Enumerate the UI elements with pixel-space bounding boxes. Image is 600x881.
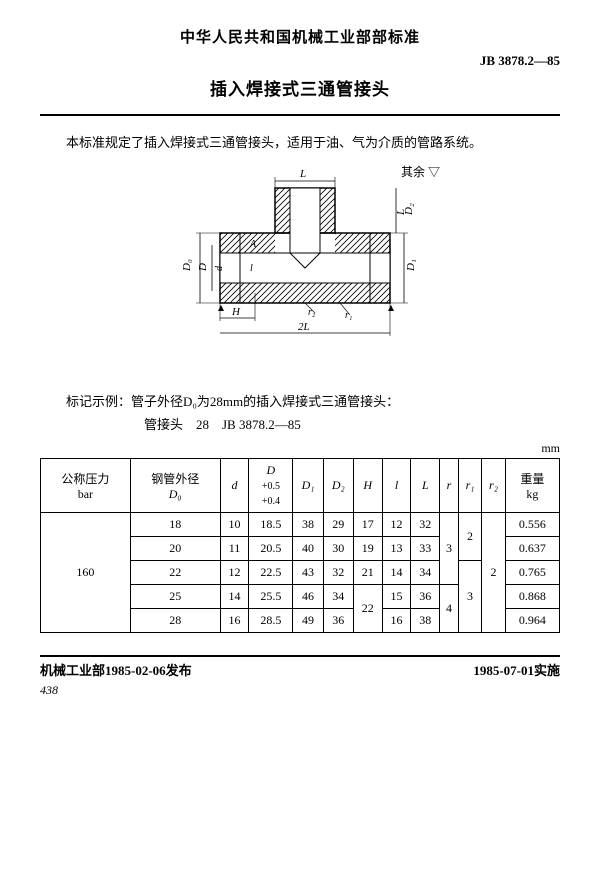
- cell-r1: 2: [458, 513, 481, 561]
- cell-d: 12: [220, 561, 249, 585]
- col-d0: 钢管外径D₀: [130, 459, 220, 513]
- col-l: l: [382, 459, 411, 513]
- org-title: 中华人民共和国机械工业部部标准: [40, 26, 560, 47]
- separator-bottom: [40, 655, 560, 657]
- dim-L: L: [299, 168, 306, 180]
- cell-d0: 18: [130, 513, 220, 537]
- dim-A: A: [249, 239, 257, 250]
- cell-wt: 0.765: [505, 561, 559, 585]
- dim-2L: 2L: [298, 321, 310, 333]
- col-D: D+0.5+0.4: [249, 459, 293, 513]
- cell-Dtol: 28.5: [249, 609, 293, 633]
- dim-D1: D₁: [405, 259, 417, 272]
- cell-L: 34: [411, 561, 440, 585]
- cell-l: 16: [382, 609, 411, 633]
- cell-D2: 36: [323, 609, 353, 633]
- footer: 机械工业部1985-02-06发布 1985-07-01实施: [40, 660, 560, 679]
- cell-L: 38: [411, 609, 440, 633]
- cell-r: 3: [440, 513, 459, 585]
- cell-l: 13: [382, 537, 411, 561]
- cell-l: 15: [382, 585, 411, 609]
- table-row: 160181018.538291712323220.556: [41, 513, 560, 537]
- cell-Dtol: 25.5: [249, 585, 293, 609]
- cell-wt: 0.637: [505, 537, 559, 561]
- cell-d0: 28: [130, 609, 220, 633]
- cell-H: 17: [353, 513, 382, 537]
- dimension-table: 公称压力bar 钢管外径D₀ d D+0.5+0.4 D₁ D₂ H l L r…: [40, 458, 560, 633]
- separator-top: [40, 114, 560, 116]
- cell-r: 4: [440, 585, 459, 633]
- cell-Dtol: 20.5: [249, 537, 293, 561]
- cell-D2: 32: [323, 561, 353, 585]
- dim-D0: D₀: [181, 259, 193, 272]
- col-r: r: [440, 459, 459, 513]
- cell-d: 10: [220, 513, 249, 537]
- page-number: 438: [40, 683, 560, 698]
- figure-note: 其余 ▽: [401, 163, 440, 180]
- col-wt: 重量kg: [505, 459, 559, 513]
- cell-wt: 0.868: [505, 585, 559, 609]
- table-header-row: 公称压力bar 钢管外径D₀ d D+0.5+0.4 D₁ D₂ H l L r…: [41, 459, 560, 513]
- cell-D2: 30: [323, 537, 353, 561]
- col-r1: r₁: [458, 459, 481, 513]
- table-body: 160181018.538291712323220.556201120.5403…: [41, 513, 560, 633]
- cell-D2: 29: [323, 513, 353, 537]
- cell-L: 36: [411, 585, 440, 609]
- cell-r2: 2: [482, 513, 505, 633]
- figure: 其余 ▽ L D₀: [40, 163, 560, 373]
- dim-l: l: [250, 263, 253, 274]
- cell-d0: 22: [130, 561, 220, 585]
- cell-wt: 0.964: [505, 609, 559, 633]
- cell-wt: 0.556: [505, 513, 559, 537]
- cell-D1: 46: [293, 585, 323, 609]
- marking-line1: 标记示例：管子外径D₀为28mm的插入焊接式三通管接头：: [40, 391, 560, 410]
- cell-l: 14: [382, 561, 411, 585]
- cell-L: 33: [411, 537, 440, 561]
- cell-d0: 20: [130, 537, 220, 561]
- issue-text: 机械工业部1985-02-06发布: [40, 660, 192, 679]
- doc-title: 插入焊接式三通管接头: [40, 75, 560, 100]
- cell-D1: 43: [293, 561, 323, 585]
- col-bar: 公称压力bar: [41, 459, 131, 513]
- dim-r1: r₁: [345, 310, 352, 321]
- standard-code: JB 3878.2—85: [40, 53, 560, 69]
- cell-r1: 3: [458, 561, 481, 633]
- cell-d0: 25: [130, 585, 220, 609]
- dim-H: H: [231, 306, 241, 318]
- col-d: d: [220, 459, 249, 513]
- cell-d: 11: [220, 537, 249, 561]
- cell-D1: 38: [293, 513, 323, 537]
- dim-D: D: [197, 263, 209, 272]
- cell-d: 16: [220, 609, 249, 633]
- cell-Dtol: 18.5: [249, 513, 293, 537]
- cell-bar: 160: [41, 513, 131, 633]
- col-r2: r₂: [482, 459, 505, 513]
- col-D2: D₂: [323, 459, 353, 513]
- dim-L-right: L: [395, 209, 407, 216]
- cell-D1: 49: [293, 609, 323, 633]
- effective-text: 1985-07-01实施: [473, 660, 560, 679]
- col-H: H: [353, 459, 382, 513]
- cell-L: 32: [411, 513, 440, 537]
- tee-fitting-diagram: L D₀ D d A l H 2L r₂ r₁ D₁ D₂: [160, 163, 440, 363]
- marking-line2: 管接头 28 JB 3878.2—85: [40, 414, 560, 433]
- col-L: L: [411, 459, 440, 513]
- cell-d: 14: [220, 585, 249, 609]
- cell-Dtol: 22.5: [249, 561, 293, 585]
- cell-l: 12: [382, 513, 411, 537]
- intro-text: 本标准规定了插入焊接式三通管接头，适用于油、气为介质的管路系统。: [40, 132, 560, 151]
- col-D1: D₁: [293, 459, 323, 513]
- cell-H: 22: [353, 585, 382, 633]
- cell-H: 19: [353, 537, 382, 561]
- unit-label: mm: [40, 441, 560, 456]
- cell-D1: 40: [293, 537, 323, 561]
- cell-D2: 34: [323, 585, 353, 609]
- cell-H: 21: [353, 561, 382, 585]
